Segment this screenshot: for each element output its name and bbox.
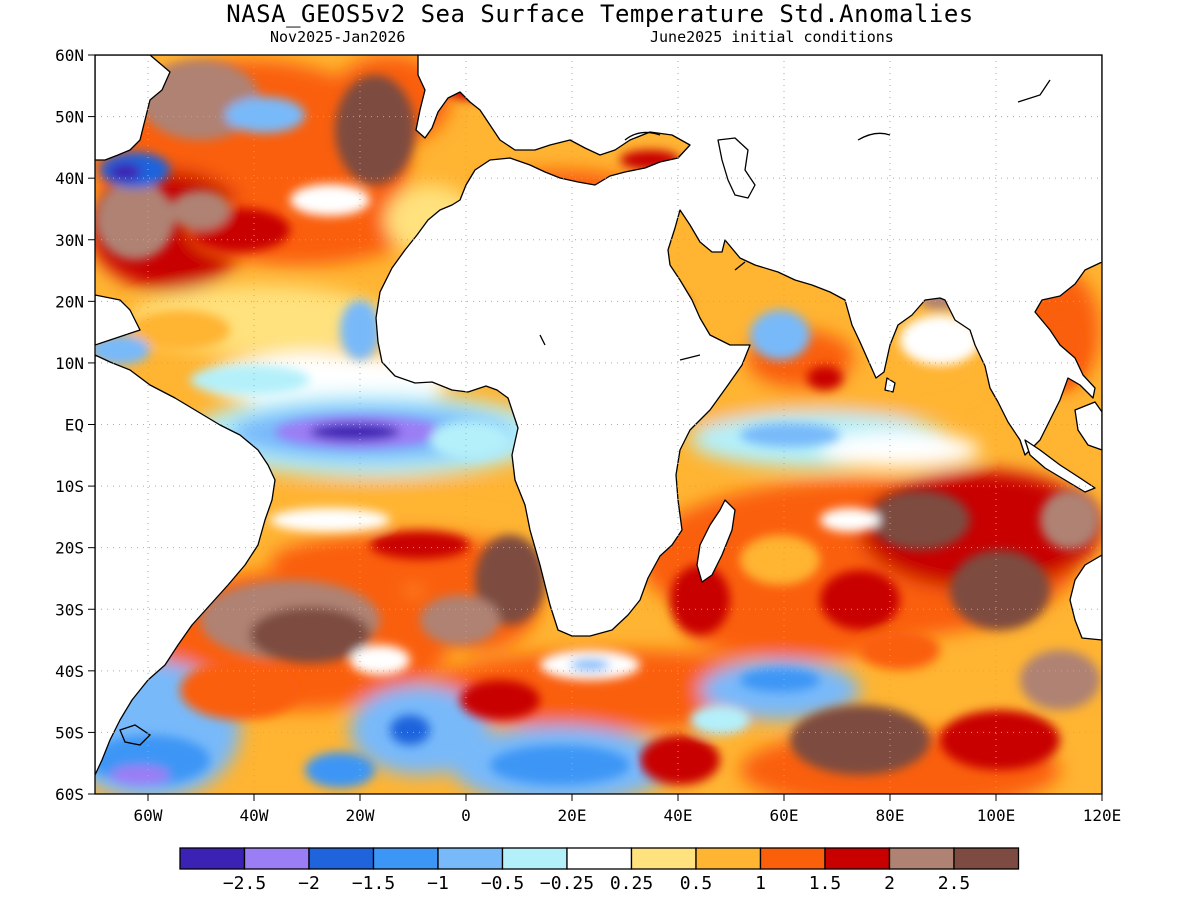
y-tick-label: 40S (55, 662, 84, 681)
y-tick-label: EQ (65, 416, 84, 435)
y-tick-label: 10N (55, 354, 84, 373)
x-tick-label: 100E (977, 806, 1016, 825)
x-tick-label: 20W (346, 806, 375, 825)
y-tick-label: 20N (55, 292, 84, 311)
y-tick-label: 40N (55, 169, 84, 188)
y-tick-label: 20S (55, 539, 84, 558)
x-tick-label: 0 (461, 806, 471, 825)
x-tick-label: 40W (240, 806, 269, 825)
x-tick-label: 80E (876, 806, 905, 825)
y-axis-ticks: 60N 50N 40N 30N 20N 10N EQ 10S 20S 30S 40S 50S 60S (55, 46, 95, 804)
caribbean-coast (95, 294, 141, 346)
caspian-sea (717, 137, 756, 199)
borneo (1074, 401, 1102, 451)
initial-conditions: June2025 initial conditions (650, 28, 894, 46)
y-tick-label: 50N (55, 108, 84, 127)
africa-eurasia-landmass (375, 55, 1102, 637)
forecast-period: Nov2025-Jan2026 (270, 28, 406, 46)
south-america-coast (95, 354, 276, 776)
y-tick-label: 30N (55, 231, 84, 250)
north-america-coast (95, 55, 171, 161)
y-tick-label: 60N (55, 46, 84, 65)
x-tick-label: 60W (134, 806, 163, 825)
x-tick-label: 60E (770, 806, 799, 825)
x-tick-label: 120E (1083, 806, 1122, 825)
x-axis-ticks: 60W 40W 20W 0 20E 40E 60E 80E 100E 120E (134, 794, 1122, 825)
continents (95, 55, 1102, 776)
chart-title: NASA_GEOS5v2 Sea Surface Temperature Std… (226, 0, 974, 28)
y-tick-label: 30S (55, 600, 84, 619)
anomaly-field (95, 55, 1102, 794)
y-tick-label: 60S (55, 785, 84, 804)
x-tick-label: 40E (664, 806, 693, 825)
y-tick-label: 50S (55, 723, 84, 742)
sumatra (1024, 439, 1096, 493)
coastline-details (119, 79, 1051, 746)
madagascar (696, 499, 736, 583)
y-tick-label: 10S (55, 477, 84, 496)
x-tick-label: 20E (558, 806, 587, 825)
australia-coast (1069, 554, 1102, 641)
